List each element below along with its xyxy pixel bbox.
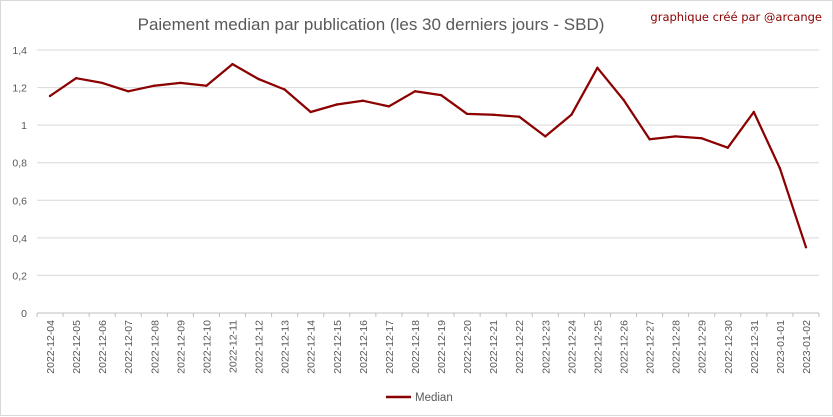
series-group bbox=[48, 62, 808, 249]
data-point bbox=[778, 167, 782, 170]
x-axis-ticks: 2022-12-04 2022-12-05 2022-12-06 2022-12-07… bbox=[36, 313, 820, 374]
data-point bbox=[335, 103, 338, 106]
data-point bbox=[257, 77, 260, 81]
data-point bbox=[231, 62, 234, 66]
gridlines bbox=[37, 49, 819, 314]
data-point bbox=[596, 66, 599, 70]
y-tick-label: 1,2 bbox=[12, 83, 27, 95]
data-point bbox=[283, 88, 286, 91]
data-point bbox=[648, 138, 651, 141]
data-point bbox=[570, 113, 573, 117]
x-tick-label: 2022-12-08 bbox=[149, 320, 161, 374]
x-tick-label: 2022-12-24 bbox=[566, 320, 578, 374]
data-point bbox=[387, 105, 391, 108]
data-point bbox=[48, 94, 52, 98]
legend: Median bbox=[386, 392, 453, 404]
x-tick-label: 2022-12-14 bbox=[306, 320, 318, 374]
y-tick-label: 1 bbox=[21, 120, 27, 132]
data-point bbox=[101, 81, 104, 85]
data-point bbox=[309, 110, 312, 114]
data-point bbox=[492, 113, 495, 117]
x-tick-label: 2022-12-23 bbox=[540, 320, 552, 374]
data-point bbox=[179, 81, 182, 85]
series-line-median bbox=[49, 62, 808, 248]
y-tick-label: 0,6 bbox=[12, 195, 27, 207]
x-tick-label: 2022-12-13 bbox=[280, 320, 292, 374]
legend-label-median: Median bbox=[415, 392, 453, 404]
x-tick-label: 2022-12-21 bbox=[488, 320, 500, 374]
x-tick-label: 2022-12-09 bbox=[175, 320, 187, 374]
data-point bbox=[700, 137, 703, 140]
x-tick-label: 2022-12-29 bbox=[697, 320, 709, 374]
x-tick-label: 2022-12-07 bbox=[123, 320, 135, 374]
data-point bbox=[752, 110, 755, 114]
x-tick-label: 2023-01-01 bbox=[775, 320, 787, 374]
data-point bbox=[361, 99, 364, 102]
x-tick-label: 2022-12-25 bbox=[592, 320, 604, 374]
x-tick-label: 2022-12-27 bbox=[645, 320, 657, 374]
x-tick-label: 2022-12-22 bbox=[514, 320, 526, 374]
y-axis-ticks: 0 0,2 0,4 0,6 0,8 1 1,2 1,4 bbox=[12, 45, 27, 320]
x-tick-label: 2022-12-31 bbox=[749, 320, 761, 374]
x-tick-label: 2023-01-02 bbox=[801, 320, 813, 374]
data-point bbox=[622, 98, 625, 102]
chart-credit: graphique créé par @arcange bbox=[650, 10, 822, 24]
data-point bbox=[413, 90, 417, 93]
x-tick-label: 2022-12-16 bbox=[358, 320, 370, 374]
data-point bbox=[518, 115, 521, 118]
x-tick-label: 2022-12-10 bbox=[201, 320, 213, 374]
data-point bbox=[439, 93, 443, 97]
x-tick-label: 2022-12-04 bbox=[45, 320, 57, 374]
data-point bbox=[153, 84, 156, 87]
chart-title: Paiement median par publication (les 30 … bbox=[138, 15, 605, 34]
data-point bbox=[205, 84, 208, 87]
y-tick-label: 0,8 bbox=[12, 158, 27, 170]
y-tick-label: 0 bbox=[21, 308, 27, 320]
x-tick-label: 2022-12-11 bbox=[228, 320, 240, 373]
x-tick-label: 2022-12-30 bbox=[723, 320, 735, 374]
y-tick-label: 0,4 bbox=[12, 233, 27, 245]
x-tick-label: 2022-12-19 bbox=[436, 320, 448, 374]
x-tick-label: 2022-12-17 bbox=[384, 320, 396, 374]
data-point bbox=[804, 246, 808, 249]
data-point bbox=[674, 135, 677, 138]
data-point bbox=[726, 146, 729, 149]
data-point bbox=[465, 112, 469, 116]
data-point bbox=[74, 77, 78, 80]
data-point bbox=[127, 90, 130, 93]
x-tick-label: 2022-12-20 bbox=[462, 320, 474, 374]
x-tick-label: 2022-12-18 bbox=[410, 320, 422, 374]
x-tick-label: 2022-12-26 bbox=[619, 320, 631, 374]
x-tick-label: 2022-12-15 bbox=[332, 320, 344, 374]
x-tick-label: 2022-12-12 bbox=[254, 320, 266, 374]
x-tick-label: 2022-12-06 bbox=[97, 320, 109, 374]
y-tick-label: 0,2 bbox=[12, 270, 27, 282]
data-point bbox=[544, 135, 547, 138]
y-tick-label: 1,4 bbox=[12, 45, 27, 57]
x-tick-label: 2022-12-28 bbox=[671, 320, 683, 374]
x-tick-label: 2022-12-05 bbox=[71, 320, 83, 374]
